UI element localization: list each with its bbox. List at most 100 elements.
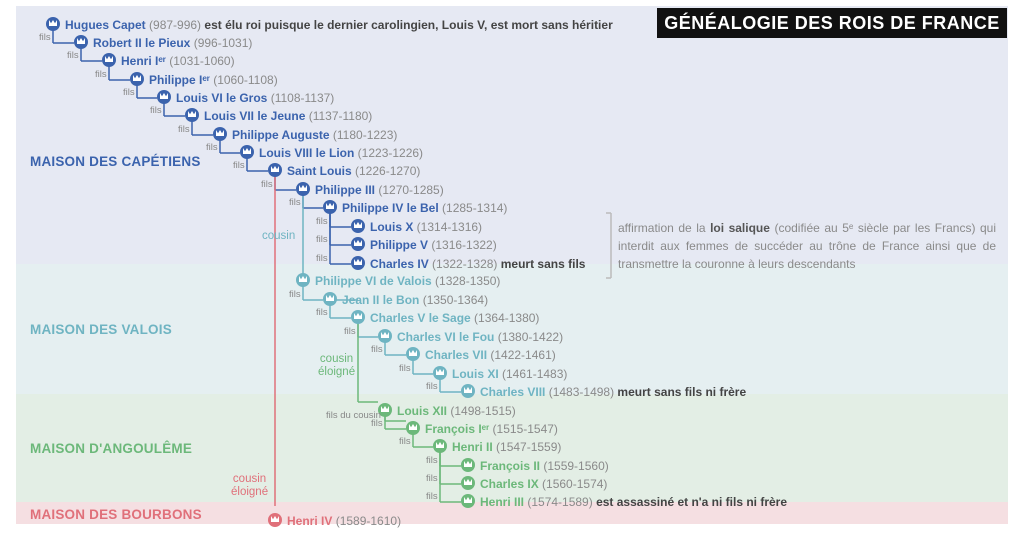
- crown-icon: [378, 403, 392, 417]
- crown-icon: [461, 494, 475, 508]
- crown-icon: [351, 219, 365, 233]
- fils-label: fils: [95, 69, 107, 80]
- king-reign-dates: (1483-1498): [545, 385, 615, 399]
- fils-label: fils: [316, 216, 328, 227]
- cousin-eloigne-bourbon-label: cousin éloigné: [231, 473, 269, 498]
- fils-label: fils: [399, 363, 411, 374]
- crown-icon: [323, 292, 337, 306]
- king-name: Philippe VI de Valois: [315, 274, 432, 288]
- king-row: Charles VIII (1483-1498) meurt sans fils…: [461, 384, 746, 400]
- crown-icon: [240, 145, 254, 159]
- king-name: Charles VIII: [480, 385, 546, 399]
- fils-label: fils: [39, 32, 51, 43]
- king-row: François II (1559-1560): [461, 458, 609, 474]
- fils-label: fils: [399, 436, 411, 447]
- crown-icon: [213, 127, 227, 141]
- king-row: Charles VII (1422-1461): [406, 347, 556, 363]
- king-name: Louis VIII le Lion: [259, 146, 355, 160]
- crown-icon: [185, 108, 199, 122]
- fils-label: fils: [316, 253, 328, 264]
- king-row: Robert II le Pieux (996-1031): [74, 35, 252, 51]
- crown-icon: [351, 310, 365, 324]
- fils-label: fils: [426, 455, 438, 466]
- king-reign-dates: (1560-1574): [538, 477, 608, 491]
- king-row: Charles IV (1322-1328) meurt sans fils: [351, 256, 585, 272]
- king-reign-dates: (1515-1547): [489, 422, 558, 436]
- king-row: Louis XI (1461-1483): [433, 366, 567, 382]
- king-name: Philippe IV le Bel: [342, 201, 439, 215]
- king-reign-dates: (1422-1461): [487, 348, 556, 362]
- king-reign-dates: (1108-1137): [267, 91, 335, 105]
- crown-icon: [74, 35, 88, 49]
- king-name: Charles VII: [425, 348, 488, 362]
- fils-label: fils: [233, 160, 245, 171]
- king-row: Louis VII le Jeune (1137-1180): [185, 108, 372, 124]
- king-reign-dates: (1314-1316): [413, 220, 483, 234]
- king-reign-dates: (1380-1422): [494, 330, 564, 344]
- king-name: Charles VI le Fou: [397, 330, 495, 344]
- king-row: Louis X (1314-1316): [351, 219, 482, 235]
- king-name: Philippe V: [370, 238, 429, 252]
- king-row: Philippe VI de Valois (1328-1350): [296, 273, 500, 289]
- band-valois: [16, 264, 1008, 394]
- king-reign-dates: (1547-1559): [492, 440, 562, 454]
- fils-label: fils: [150, 105, 162, 116]
- king-name: Robert II le Pieux: [93, 36, 191, 50]
- king-row: François Iᵉʳ (1515-1547): [406, 421, 558, 437]
- house-label-bourbons: MAISON DES BOURBONS: [30, 507, 202, 522]
- king-note: meurt sans fils ni frère: [614, 385, 747, 399]
- crown-icon: [406, 421, 420, 435]
- king-name: Henri II: [452, 440, 493, 454]
- king-row: Saint Louis (1226-1270): [268, 163, 420, 179]
- crown-icon: [130, 72, 144, 86]
- king-name: Charles IX: [480, 477, 539, 491]
- king-row: Charles V le Sage (1364-1380): [351, 310, 539, 326]
- fils-label: fils: [426, 491, 438, 502]
- king-name: Philippe III: [315, 183, 376, 197]
- king-row: Jean II le Bon (1350-1364): [323, 292, 488, 308]
- salic-note-pre: affirmation de la: [618, 221, 711, 235]
- king-row: Hugues Capet (987-996) est élu roi puisq…: [46, 17, 613, 33]
- king-name: Saint Louis: [287, 164, 352, 178]
- king-name: Louis VI le Gros: [176, 91, 268, 105]
- band-bourbons: [16, 502, 1008, 524]
- fils-label: fils: [371, 344, 383, 355]
- king-row: Henri III (1574-1589) est assassiné et n…: [461, 494, 787, 510]
- fils-label: fils: [178, 124, 190, 135]
- king-name: Louis VII le Jeune: [204, 109, 306, 123]
- king-reign-dates: (1180-1223): [329, 128, 398, 142]
- king-note: est assassiné et n'a ni fils ni frère: [592, 495, 788, 509]
- crown-icon: [46, 17, 60, 31]
- king-row: Louis XII (1498-1515): [378, 403, 516, 419]
- king-reign-dates: (1328-1350): [431, 274, 501, 288]
- king-name: Hugues Capet: [65, 18, 146, 32]
- king-note: est élu roi puisque le dernier carolingi…: [201, 18, 613, 32]
- crown-icon: [268, 163, 282, 177]
- crown-icon: [406, 347, 420, 361]
- crown-icon: [351, 237, 365, 251]
- king-reign-dates: (1137-1180): [305, 109, 373, 123]
- king-row: Henri IV (1589-1610): [268, 513, 401, 529]
- king-reign-dates: (1589-1610): [332, 514, 402, 528]
- king-name: Louis XI: [452, 367, 499, 381]
- king-name: François II: [480, 459, 541, 473]
- king-row: Charles IX (1560-1574): [461, 476, 607, 492]
- crown-icon: [378, 329, 392, 343]
- king-row: Charles VI le Fou (1380-1422): [378, 329, 563, 345]
- band-capetiens: [16, 6, 1008, 264]
- fils-label: fils: [206, 142, 218, 153]
- king-name: Charles V le Sage: [370, 311, 471, 325]
- crown-icon: [461, 476, 475, 490]
- king-reign-dates: (1316-1322): [428, 238, 497, 252]
- fils-label: fils: [344, 326, 356, 337]
- fils-label: fils: [261, 179, 273, 190]
- salic-law-note: affirmation de la loi salique (codifiée …: [618, 219, 996, 273]
- king-reign-dates: (987-996): [145, 18, 202, 32]
- king-reign-dates: (1498-1515): [447, 404, 516, 418]
- king-reign-dates: (1031-1060): [165, 54, 235, 68]
- crown-icon: [461, 458, 475, 472]
- king-name: Charles IV: [370, 257, 429, 271]
- king-row: Philippe Auguste (1180-1223): [213, 127, 397, 143]
- crown-icon: [268, 513, 282, 527]
- king-row: Philippe III (1270-1285): [296, 182, 444, 198]
